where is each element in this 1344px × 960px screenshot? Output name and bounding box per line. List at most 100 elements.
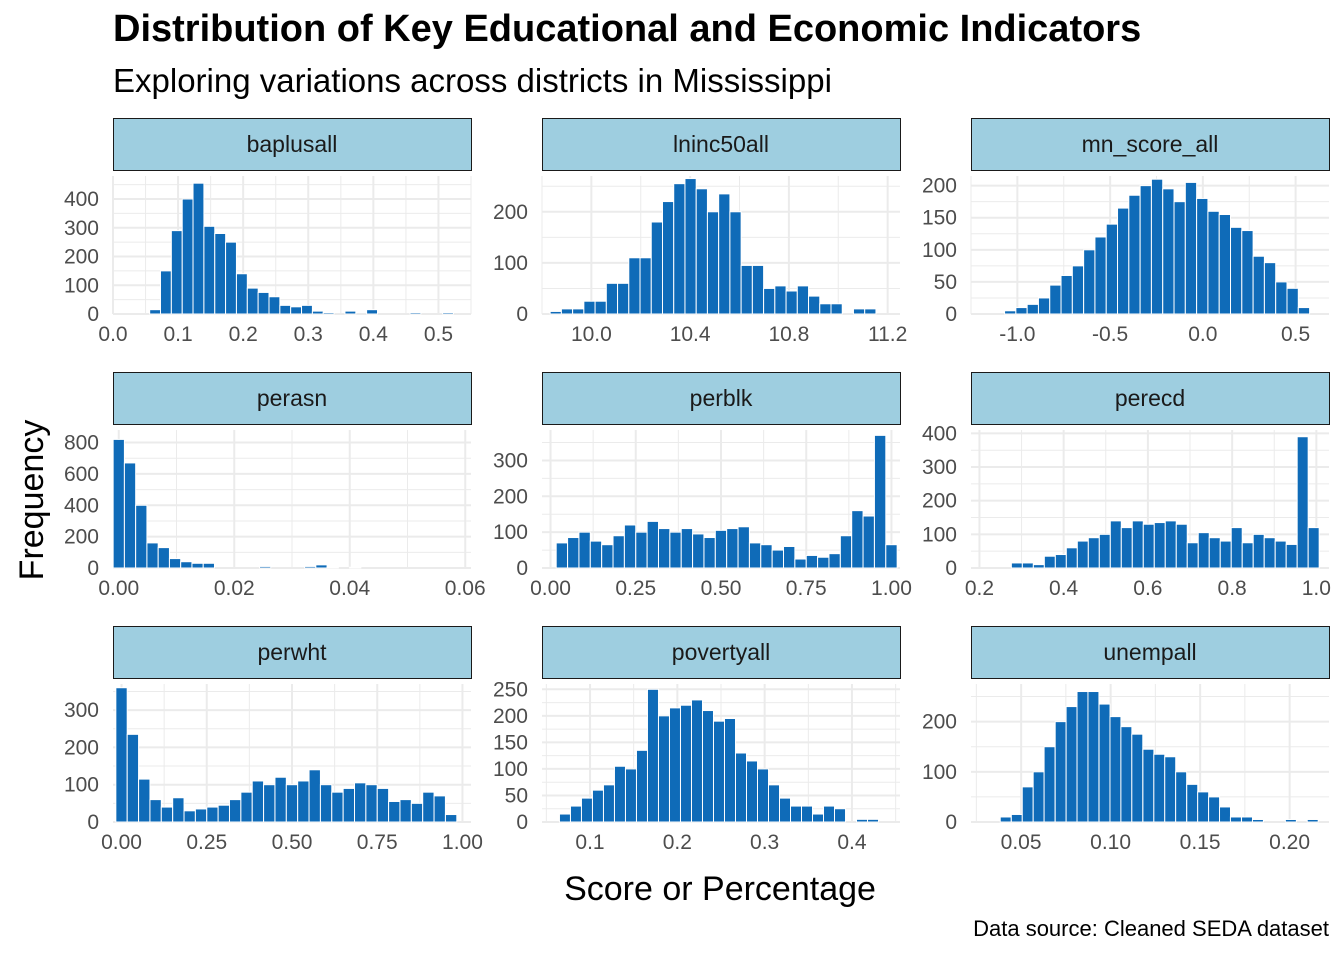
histogram-bar xyxy=(740,264,753,315)
y-tick-label: 150 xyxy=(922,207,957,230)
y-tick-label: 100 xyxy=(493,758,528,781)
histogram-bar xyxy=(555,542,569,569)
x-tick-label: 0.00 xyxy=(101,831,142,854)
y-tick-label: 300 xyxy=(64,217,99,240)
histogram-bar xyxy=(366,309,378,315)
histogram-bar xyxy=(259,565,272,569)
histogram-bar xyxy=(1142,748,1155,823)
histogram-bar xyxy=(1263,537,1276,569)
x-tick-label: 0.25 xyxy=(615,577,656,600)
histogram-bar xyxy=(549,310,562,315)
histogram-bar xyxy=(572,308,585,315)
histogram-bar xyxy=(805,554,819,569)
y-tick-label: 0 xyxy=(945,557,957,580)
y-tick-label: 300 xyxy=(64,699,99,722)
histogram-bar xyxy=(1010,562,1023,569)
y-tick-label: 0 xyxy=(87,303,99,326)
y-tick-label: 100 xyxy=(922,523,957,546)
y-tick-label: 400 xyxy=(922,422,957,445)
x-tick-label: 0.75 xyxy=(786,577,827,600)
x-tick-label: 0.20 xyxy=(1269,831,1310,854)
histogram-bar xyxy=(703,537,716,569)
x-tick-label: 0.4 xyxy=(837,831,867,854)
x-tick-label: 0.6 xyxy=(1133,577,1162,600)
facet-label: baplusall xyxy=(247,131,338,157)
histogram-bar xyxy=(1098,533,1111,569)
histogram-bar xyxy=(1142,523,1155,569)
histogram-bar xyxy=(1153,753,1166,823)
histogram-bar xyxy=(183,810,196,823)
histogram-bar xyxy=(668,707,681,823)
histogram-bar xyxy=(567,537,580,569)
histogram-bar xyxy=(1251,818,1264,823)
histogram-bar xyxy=(235,273,248,315)
x-tick-label: 1.00 xyxy=(442,831,483,854)
panel-perasn: perasn 0.00 0.02 0.04 0.06 0 200 400 600 800 xyxy=(64,372,486,600)
histogram-bar xyxy=(768,784,781,823)
y-tick-label: 200 xyxy=(64,526,99,549)
x-tick-label: 10.0 xyxy=(571,323,612,346)
x-tick-label: 0.2 xyxy=(663,831,692,854)
histogram-bar xyxy=(172,797,185,823)
histogram-bar xyxy=(862,515,875,569)
histogram-bar xyxy=(591,789,604,823)
histogram-bar xyxy=(1021,786,1034,823)
histogram-bar xyxy=(1037,297,1051,315)
y-tick-label: 100 xyxy=(64,774,99,797)
histogram-bar xyxy=(673,183,686,315)
facet-strip xyxy=(113,626,472,679)
y-tick-label: 0 xyxy=(945,811,957,834)
histogram-bar xyxy=(410,802,424,823)
histogram-bar xyxy=(1010,813,1023,823)
histogram-bar xyxy=(315,564,328,569)
histogram-bar xyxy=(344,310,357,315)
histogram-bar xyxy=(635,531,648,569)
histogram-bar xyxy=(399,799,412,823)
histogram-bar xyxy=(1076,540,1089,569)
x-tick-label: 0.0 xyxy=(98,323,127,346)
y-tick-label: 50 xyxy=(505,784,528,807)
histogram-bar xyxy=(246,287,259,315)
histogram-bar xyxy=(748,542,762,569)
histogram-bar xyxy=(851,510,864,569)
facet-label: perasn xyxy=(257,385,327,411)
histogram-bar xyxy=(1060,274,1073,315)
histogram-bar xyxy=(718,193,731,315)
histogram-bar xyxy=(729,211,742,315)
y-tick-label: 400 xyxy=(64,494,99,517)
histogram-bar xyxy=(1285,543,1298,569)
histogram-bar xyxy=(240,791,253,823)
x-tick-label: 0.1 xyxy=(575,831,604,854)
histogram-bar xyxy=(319,784,333,823)
histogram-bar xyxy=(808,295,821,315)
x-tick-label: 0.2 xyxy=(965,577,994,600)
histogram-bar xyxy=(1026,303,1039,315)
histogram-bar xyxy=(349,566,362,569)
histogram-bar xyxy=(580,797,593,823)
x-tick-label: 1.00 xyxy=(871,577,912,600)
x-tick-label: 11.2 xyxy=(868,323,907,346)
histogram-bar xyxy=(1065,547,1078,569)
histogram-bar xyxy=(1139,185,1152,315)
histogram-bar xyxy=(311,310,324,315)
histogram-bar xyxy=(679,704,692,823)
histogram-bar xyxy=(192,182,205,315)
histogram-bar xyxy=(444,814,458,823)
histogram-bar xyxy=(180,561,193,569)
facet-label: lninc50all xyxy=(673,131,769,157)
y-tick-label: 200 xyxy=(493,201,528,224)
x-tick-label: 0.25 xyxy=(186,831,227,854)
histogram-bar xyxy=(1071,265,1085,315)
histogram-bar xyxy=(623,524,637,569)
x-tick-label: 0.00 xyxy=(98,577,139,600)
histogram-bar xyxy=(308,769,321,823)
histogram-bar xyxy=(1131,520,1144,569)
histogram-bar xyxy=(135,504,148,569)
y-tick-label: 100 xyxy=(922,761,957,784)
histogram-bar xyxy=(558,813,571,823)
histogram-bar xyxy=(1230,226,1243,315)
x-tick-label: 0.00 xyxy=(530,577,571,600)
y-tick-label: 0 xyxy=(87,557,99,580)
histogram-bar xyxy=(274,776,287,823)
histogram-bar xyxy=(1196,197,1209,315)
